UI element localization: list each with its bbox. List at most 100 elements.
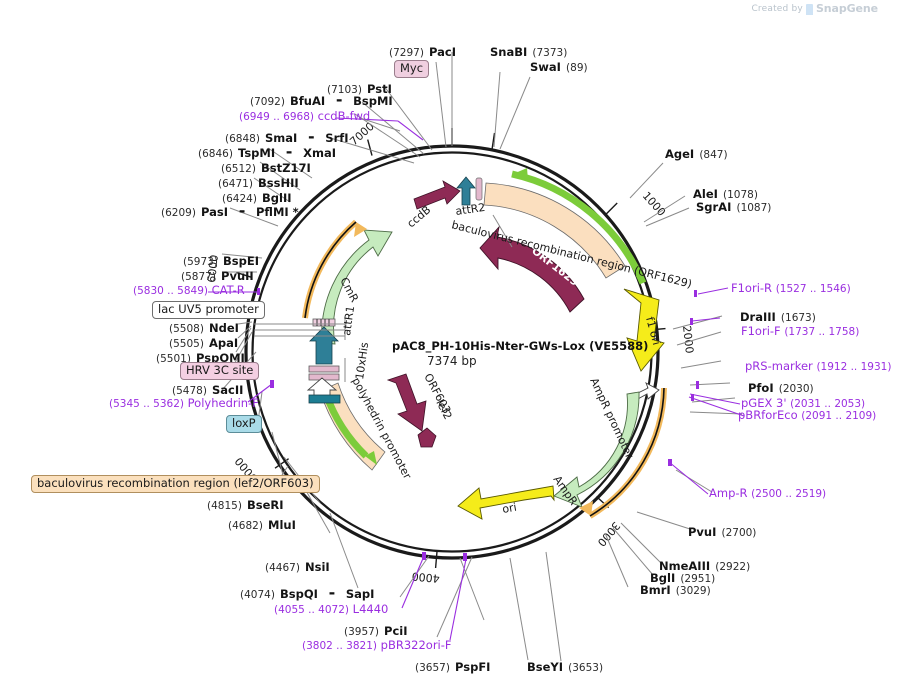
primer-label-f1ori-r[interactable]: F1ori-R (1527 .. 1546)	[731, 281, 851, 295]
enzyme-label-pfoi[interactable]: PfoI (2030)	[748, 379, 814, 395]
enzyme-label-alei[interactable]: AleI (1078)	[693, 185, 758, 201]
enzyme-label-nmeaiii[interactable]: NmeAIII (2922)	[659, 557, 750, 573]
enzyme-label-bstz17i[interactable]: (6512) BstZ17I	[221, 159, 311, 175]
enzyme-label-bspei[interactable]: (5973) BspEI	[183, 252, 259, 268]
enzyme-label-paci[interactable]: (7297) PacI	[389, 43, 456, 59]
primer-name: pBRforEco	[738, 408, 798, 422]
enzyme-position: (6848)	[225, 133, 260, 145]
primer-name: pRS-marker	[745, 359, 813, 373]
feature-label-loxp[interactable]: loxP	[226, 415, 262, 433]
feature-label-myc[interactable]: Myc	[394, 60, 430, 78]
enzyme-name-alt: XmaI	[303, 146, 336, 160]
plasmid-size: 7374 bp	[427, 354, 477, 368]
primer-label-ccdb-fwd[interactable]: (6949 .. 6968) ccdB-fwd	[239, 109, 371, 123]
primer-label-f1ori-f[interactable]: F1ori-F (1737 .. 1758)	[741, 325, 860, 338]
enzyme-label-mlui[interactable]: (4682) MluI	[228, 516, 296, 532]
feature-label-baculovirus-lef2-orf603[interactable]: baculovirus recombination region (lef2/O…	[31, 475, 320, 493]
feature-label-hrv-3c-site[interactable]: HRV 3C site	[180, 362, 260, 380]
leader-lines-bottom-primers	[401, 552, 467, 641]
enzyme-name: PciI	[384, 624, 408, 638]
enzyme-name: PvuII	[221, 269, 254, 283]
primer-label-pbr322ori-f[interactable]: (3802 .. 3821) pBR322ori-F	[302, 639, 452, 652]
enzyme-name: BglI	[650, 571, 676, 585]
enzyme-label-bspqi[interactable]: (4074) BspQI - SapI	[240, 583, 375, 602]
primer-name: F1ori-R	[731, 281, 773, 295]
enzyme-label-draiii[interactable]: DraIII (1673)	[740, 308, 816, 324]
enzyme-label-agei[interactable]: AgeI (847)	[665, 145, 728, 161]
primer-label-pgex-3[interactable]: pGEX 3' (2031 .. 2053)	[741, 397, 865, 410]
primer-range: (1912 .. 1931)	[816, 361, 892, 373]
primer-label-polyhedrin-f[interactable]: (5345 .. 5362) Polyhedrin-F	[109, 396, 259, 410]
enzyme-position: (4467)	[265, 562, 300, 574]
enzyme-position: (2922)	[715, 561, 751, 573]
primer-range: (1737 .. 1758)	[784, 326, 860, 338]
enzyme-label-pspomi[interactable]: (5501) PspOMI	[156, 349, 245, 365]
primer-label-pbrforeco[interactable]: pBRforEco (2091 .. 2109)	[738, 408, 877, 422]
enzyme-name: BssHII	[258, 176, 299, 190]
enzyme-label-sacii[interactable]: (5478) SacII	[172, 381, 243, 397]
enzyme-label-pcii[interactable]: (3957) PciI	[344, 622, 407, 638]
enzyme-label-apai[interactable]: (5505) ApaI	[169, 334, 238, 350]
enzyme-label-bglii[interactable]: (6424) BglII	[222, 189, 292, 205]
primer-range: (2091 .. 2109)	[801, 410, 877, 422]
enzyme-name: BseYI	[527, 660, 564, 674]
enzyme-label-bsshii[interactable]: (6471) BssHII	[218, 174, 299, 190]
enzyme-label-bseri[interactable]: (4815) BseRI	[207, 496, 284, 512]
primer-label-prs-marker[interactable]: pRS-marker (1912 .. 1931)	[745, 359, 892, 373]
feature-ori: ori	[457, 485, 555, 520]
enzyme-label-bseyi[interactable]: BseYI (3653)	[527, 658, 603, 674]
primer-label-amp-r[interactable]: Amp-R (2500 .. 2519)	[709, 487, 826, 500]
leader-lines-right-primers	[668, 287, 745, 495]
primer-label-l4440[interactable]: (4055 .. 4072) L4440	[274, 602, 389, 616]
primer-label-cat-r[interactable]: (5830 .. 5849) CAT-R	[133, 284, 245, 297]
plasmid-name: pAC8_PH-10His-Nter-GWs-Lox (VE5588)	[392, 339, 649, 353]
primer-name: ccdB-fwd	[317, 109, 371, 123]
snapgene-watermark: Created by SnapGene	[751, 2, 878, 15]
enzyme-name: PacI	[429, 45, 456, 59]
snapgene-flag-icon	[805, 4, 813, 15]
enzyme-label-nsii[interactable]: (4467) NsiI	[265, 558, 330, 574]
feature-lef2-orf603	[386, 373, 437, 448]
enzyme-position: (847)	[699, 149, 728, 161]
enzyme-label-psti[interactable]: (7103) PstI	[327, 80, 392, 96]
enzyme-label-pvuii[interactable]: (5877) PvuII	[181, 267, 254, 283]
enzyme-position: (5505)	[169, 338, 204, 350]
enzyme-label-bfuai[interactable]: (7092) BfuAI - BspMI	[250, 90, 393, 109]
enzyme-label-pvui[interactable]: PvuI (2700)	[688, 523, 756, 539]
feature-ccdb	[413, 180, 461, 210]
watermark-prefix: Created by	[751, 3, 803, 14]
leader-lines-boxed	[279, 117, 513, 479]
enzyme-label-ndei[interactable]: (5508) NdeI	[169, 319, 239, 335]
enzyme-position: (5508)	[169, 323, 204, 335]
primer-name: L4440	[352, 602, 389, 616]
enzyme-name-alt: BspMI	[353, 94, 393, 108]
enzyme-label-swai[interactable]: SwaI (89)	[530, 58, 588, 74]
svg-text:6000: 6000	[205, 254, 221, 283]
enzyme-label-smai[interactable]: (6848) SmaI - SrfI	[225, 127, 349, 146]
enzyme-name: SmaI	[265, 131, 298, 145]
enzyme-name: SacII	[212, 383, 244, 397]
enzyme-label-bmri[interactable]: BmrI (3029)	[640, 581, 711, 597]
enzyme-position: (7092)	[250, 96, 285, 108]
svg-text:1000: 1000	[640, 189, 668, 219]
feature-f1-ori: f1 ori	[623, 288, 665, 372]
enzyme-label-pspfi[interactable]: (3657) PspFI	[415, 658, 490, 674]
enzyme-label-bgli[interactable]: BglI (2951)	[650, 569, 715, 585]
enzyme-label-snabi[interactable]: SnaBI (7373)	[490, 43, 567, 59]
primer-range: (1527 .. 1546)	[775, 283, 851, 295]
svg-text:attR2: attR2	[455, 201, 487, 218]
enzyme-position: (5877)	[181, 271, 216, 283]
enzyme-name: NmeAIII	[659, 559, 711, 573]
leader-lines-top	[221, 52, 531, 273]
feature-attr2	[456, 176, 483, 206]
enzyme-name: NsiI	[305, 560, 330, 574]
enzyme-label-pasi[interactable]: (6209) PasI - PflMI *	[161, 201, 299, 220]
enzyme-label-sgrai[interactable]: SgrAI (1087)	[696, 198, 771, 214]
primer-name: Polyhedrin-F	[187, 396, 259, 410]
svg-text:4000: 4000	[411, 570, 440, 585]
feature-label-lac-uv5-promoter[interactable]: lac UV5 promoter	[152, 301, 265, 319]
enzyme-position: (6846)	[198, 148, 233, 160]
enzyme-position: (1673)	[780, 312, 816, 324]
enzyme-label-tspmi[interactable]: (6846) TspMI - XmaI	[198, 142, 336, 161]
primer-range: (5345 .. 5362)	[109, 398, 184, 410]
